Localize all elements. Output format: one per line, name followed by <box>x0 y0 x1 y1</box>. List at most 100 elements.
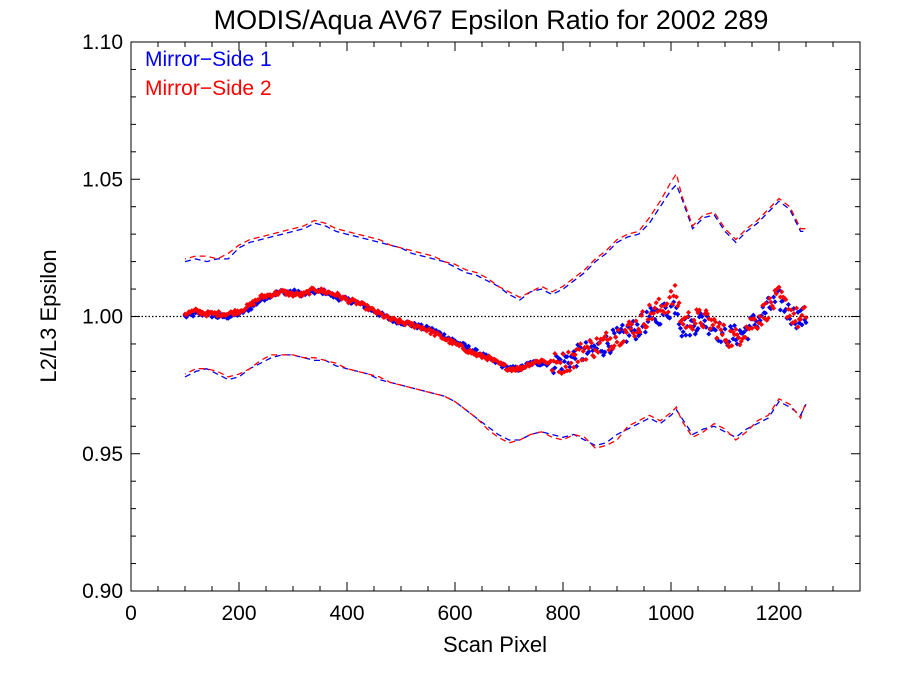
mirror-side-1-point <box>695 326 701 332</box>
x-tick-label: 1000 <box>648 602 695 625</box>
mirror-side-1-point <box>667 315 673 321</box>
mirror-side-2-point <box>563 364 569 370</box>
mirror-side-2-point <box>798 316 804 322</box>
mirror-side-1-point <box>291 287 297 293</box>
mirror-side-2-point <box>668 288 674 294</box>
x-tick-label: 600 <box>437 602 472 625</box>
mirror-side-2-point <box>656 296 662 302</box>
mirror-side-2-point <box>646 302 652 308</box>
mirror-side-1-point <box>687 332 693 338</box>
mirror-side-2-point <box>748 316 754 322</box>
mirror-side-1-point <box>619 322 625 328</box>
mirror-side-2-point <box>594 335 600 342</box>
mirror-side-2-point <box>344 296 350 302</box>
mirror-side-2-point <box>613 334 619 340</box>
x-tick-label: 800 <box>545 602 580 625</box>
y-tick-label: 1.10 <box>82 31 123 54</box>
mirror-side-1-point <box>702 318 708 324</box>
mirror-side-1-point <box>783 306 789 312</box>
mirror-side-2-point <box>669 301 675 307</box>
mirror-side-2-point <box>661 310 667 316</box>
mirror-side-1-point <box>683 332 689 338</box>
mirror-side-2-point <box>580 348 586 354</box>
mirror-side-2-lower-bound-line <box>184 354 807 450</box>
mirror-side-2-point <box>603 330 609 336</box>
mirror-side-1-point <box>741 329 747 335</box>
mirror-side-2-point <box>779 289 785 295</box>
mirror-side-2-point <box>776 284 782 290</box>
mirror-side-2-point <box>644 324 650 330</box>
mirror-side-2-point <box>719 332 725 338</box>
y-tick-label: 0.90 <box>82 580 123 603</box>
mirror-side-2-point <box>791 311 797 317</box>
mirror-side-2-point <box>560 351 566 357</box>
x-tick-label: 400 <box>329 602 364 625</box>
mirror-side-2-point <box>783 297 789 303</box>
mirror-side-2-point <box>586 345 592 351</box>
mirror-side-2-point <box>672 282 678 288</box>
mirror-side-2-point <box>788 307 794 313</box>
mirror-side-1-point <box>642 329 648 335</box>
mirror-side-1-point <box>713 327 719 333</box>
x-axis-ticks: 0 200 400 600 800 1000 1200 <box>125 42 861 625</box>
mirror-side-1-point <box>572 356 578 362</box>
mirror-side-1-point <box>586 349 592 355</box>
mirror-side-1-point <box>611 330 617 336</box>
mirror-side-1-point <box>772 299 778 305</box>
mirror-side-1-point <box>441 331 447 337</box>
mirror-side-2-point <box>306 291 312 297</box>
mirror-side-2-point <box>426 326 432 332</box>
mirror-side-2-point <box>364 302 370 308</box>
x-tick-label: 1200 <box>756 602 803 625</box>
mirror-side-2-point <box>565 349 571 355</box>
mirror-side-1-point <box>190 313 196 319</box>
mirror-side-2-point <box>710 322 716 328</box>
mirror-side-2-point <box>686 309 692 315</box>
mirror-side-1-point <box>785 301 791 308</box>
data-points <box>182 282 809 376</box>
mirror-side-2-point <box>762 300 769 306</box>
mirror-side-2-point <box>571 364 577 370</box>
mirror-side-2-point <box>502 362 508 368</box>
mirror-side-2-point <box>700 324 706 330</box>
mirror-side-1-point <box>644 309 650 315</box>
legend-entry-mirror-side-2: Mirror−Side 2 <box>145 77 272 100</box>
mirror-side-2-point <box>567 367 573 373</box>
mirror-side-2-point <box>667 294 673 300</box>
mirror-side-2-point <box>684 314 690 320</box>
mirror-side-1-point <box>803 320 809 326</box>
mirror-side-2-point <box>704 311 710 317</box>
mirror-side-1-point <box>771 294 777 300</box>
mirror-side-2-point <box>735 335 742 341</box>
mirror-side-2-point <box>552 351 558 357</box>
x-tick-label: 0 <box>125 602 137 625</box>
mirror-side-1-point <box>677 325 683 331</box>
mirror-side-2-point <box>752 316 758 322</box>
mirror-side-1-point <box>567 364 573 370</box>
mirror-side-2-point <box>676 300 682 306</box>
mirror-side-2-point <box>665 309 671 315</box>
mirror-side-2-point <box>758 321 764 327</box>
mirror-side-1-point <box>248 306 254 312</box>
mirror-side-2-point <box>578 341 584 347</box>
mirror-side-2-point <box>773 291 779 297</box>
mirror-side-2-point <box>673 294 679 300</box>
mirror-side-2-point <box>638 312 644 318</box>
mirror-side-2-point <box>637 329 643 335</box>
mirror-side-1-point <box>777 307 783 313</box>
y-tick-label: 1.00 <box>82 306 123 329</box>
mirror-side-2-point <box>692 321 698 327</box>
y-tick-label: 1.05 <box>82 168 123 191</box>
mirror-side-2-point <box>729 343 735 349</box>
mirror-side-2-point <box>548 358 554 364</box>
y-axis-ticks: 0.90 0.95 1.00 1.05 1.10 <box>82 31 860 603</box>
uncertainty-bands <box>184 172 807 450</box>
mirror-side-1-point <box>679 333 685 339</box>
legend: Mirror−Side 1 Mirror−Side 2 <box>145 48 272 100</box>
mirror-side-2-point <box>583 356 589 363</box>
legend-entry-mirror-side-1: Mirror−Side 1 <box>145 48 272 71</box>
mirror-side-2-point <box>623 329 629 335</box>
mirror-side-2-point <box>607 335 613 341</box>
mirror-side-2-point <box>714 335 720 341</box>
